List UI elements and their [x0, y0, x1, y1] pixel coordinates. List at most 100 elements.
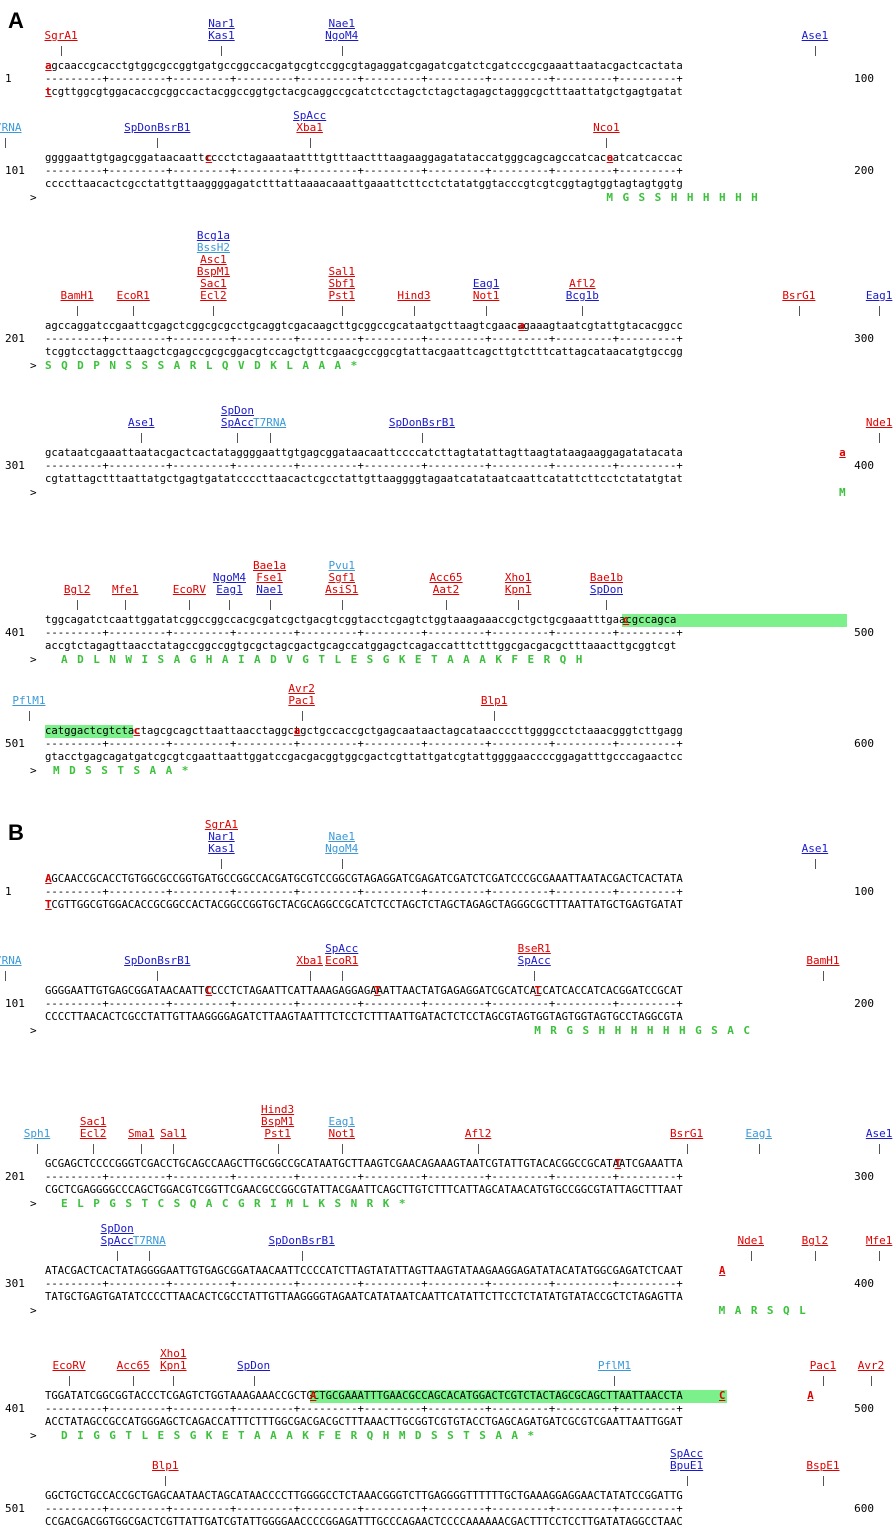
restriction-site-sph1[interactable]: Sph1 [23, 1127, 51, 1140]
restriction-site-ngom4[interactable]: NgoM4 [325, 29, 359, 42]
restriction-site-asis1[interactable]: AsiS1 [325, 583, 359, 596]
restriction-site-eag1[interactable]: Eag1 [328, 1115, 355, 1128]
restriction-site-spacc[interactable]: SpAcc [325, 942, 359, 955]
restriction-site-bae1b[interactable]: Bae1b [589, 571, 623, 584]
restriction-site-bgl2[interactable]: Bgl2 [63, 583, 91, 596]
restriction-site-afl2[interactable]: Afl2 [569, 277, 596, 290]
restriction-site-spdon[interactable]: SpDon [220, 404, 255, 417]
restriction-site-ecorv[interactable]: EcoRV [172, 583, 206, 596]
restriction-site-bamh1[interactable]: BamH1 [60, 289, 94, 302]
restriction-site-t7rna[interactable]: T7RNA [252, 416, 287, 429]
restriction-site-pflm1[interactable]: PflM1 [597, 1359, 631, 1372]
restriction-site-t7rna[interactable]: T7RNA [132, 1234, 166, 1247]
restriction-site-spacc[interactable]: SpAcc [100, 1234, 134, 1247]
restriction-site-kas1[interactable]: Kas1 [208, 842, 235, 855]
restriction-site-bamh1[interactable]: BamH1 [806, 954, 840, 967]
restriction-site-xho1[interactable]: Xho1 [504, 571, 532, 584]
restriction-site-nar1[interactable]: Nar1 [208, 830, 235, 843]
restriction-site-eag1[interactable]: Eag1 [745, 1127, 773, 1140]
restriction-site-sgra1[interactable]: SgrA1 [44, 29, 78, 42]
restriction-site-bspe1[interactable]: BspE1 [806, 1459, 840, 1472]
restriction-site-mfe1[interactable]: Mfe1 [111, 583, 139, 596]
restriction-site-hind3[interactable]: Hind3 [397, 289, 431, 302]
restriction-site-pflm1[interactable]: PflM1 [12, 694, 46, 707]
restriction-site-nco1[interactable]: Nco1 [593, 121, 620, 134]
restriction-site-spacc[interactable]: SpAcc [670, 1447, 704, 1460]
restriction-site-kas1[interactable]: Kas1 [208, 29, 235, 42]
restriction-site-eag1[interactable]: Eag1 [216, 583, 243, 596]
restriction-site-eag1[interactable]: Eag1 [472, 277, 500, 290]
restriction-site-avr2[interactable]: Avr2 [288, 682, 315, 695]
restriction-site-not1[interactable]: Not1 [328, 1127, 355, 1140]
restriction-site-bsrg1[interactable]: BsrG1 [782, 289, 816, 302]
restriction-site-ngom4[interactable]: NgoM4 [325, 842, 359, 855]
restriction-site-spdon[interactable]: SpDon [589, 583, 623, 596]
restriction-site-aat2[interactable]: Aat2 [432, 583, 460, 596]
restriction-site-nar1[interactable]: Nar1 [208, 17, 235, 30]
restriction-site-bspm1[interactable]: BspM1 [261, 1115, 295, 1128]
restriction-site-xho1[interactable]: Xho1 [160, 1347, 187, 1360]
restriction-site-ecor1[interactable]: EcoR1 [116, 289, 150, 302]
restriction-site-sbf1[interactable]: Sbf1 [328, 277, 355, 290]
restriction-site-nde1[interactable]: Nde1 [737, 1234, 765, 1247]
restriction-site-ecor1[interactable]: EcoR1 [325, 954, 359, 967]
restriction-site-ase1[interactable]: Ase1 [127, 416, 155, 429]
restriction-site-bcg1a[interactable]: Bcg1a [196, 229, 230, 242]
restriction-site-pac1[interactable]: Pac1 [288, 694, 315, 707]
restriction-site-spdonbsrb1[interactable]: SpDonBsrB1 [124, 121, 191, 134]
restriction-site-xba1[interactable]: Xba1 [296, 954, 323, 967]
restriction-site-sac1[interactable]: Sac1 [79, 1115, 107, 1128]
restriction-site-avr2[interactable]: Avr2 [857, 1359, 885, 1372]
restriction-site-nae1[interactable]: Nae1 [328, 830, 355, 843]
restriction-site-nae1[interactable]: Nae1 [328, 17, 355, 30]
restriction-site-ase1[interactable]: Ase1 [801, 29, 829, 42]
restriction-site-ase1[interactable]: Ase1 [801, 842, 829, 855]
restriction-site-acc65[interactable]: Acc65 [429, 571, 463, 584]
restriction-site-bsrg1[interactable]: BsrG1 [670, 1127, 704, 1140]
restriction-site-sgf1[interactable]: Sgf1 [328, 571, 355, 584]
restriction-site-bpue1[interactable]: BpuE1 [670, 1459, 704, 1472]
restriction-site-bser1[interactable]: BseR1 [517, 942, 551, 955]
restriction-site-bspm1[interactable]: BspM1 [196, 265, 230, 278]
restriction-site-sac1[interactable]: Sac1 [200, 277, 227, 290]
restriction-site-ase1[interactable]: Ase1 [865, 1127, 893, 1140]
restriction-site-t7rna[interactable]: T7RNA [0, 121, 22, 134]
restriction-site-bae1a[interactable]: Bae1a [252, 559, 287, 572]
restriction-site-mfe1[interactable]: Mfe1 [865, 1234, 893, 1247]
restriction-site-xba1[interactable]: Xba1 [296, 121, 323, 134]
restriction-site-acc65[interactable]: Acc65 [116, 1359, 150, 1372]
restriction-site-ecl2[interactable]: Ecl2 [200, 289, 227, 302]
restriction-site-spdonbsrb1[interactable]: SpDonBsrB1 [124, 954, 191, 967]
restriction-site-kpn1[interactable]: Kpn1 [504, 583, 532, 596]
restriction-site-blp1[interactable]: Blp1 [152, 1459, 179, 1472]
restriction-site-spdonbsrb1[interactable]: SpDonBsrB1 [268, 1234, 335, 1247]
restriction-site-pst1[interactable]: Pst1 [328, 289, 355, 302]
restriction-site-spacc[interactable]: SpAcc [293, 109, 327, 122]
restriction-site-asc1[interactable]: Asc1 [200, 253, 227, 266]
restriction-site-spdon[interactable]: SpDon [236, 1359, 271, 1372]
restriction-site-kpn1[interactable]: Kpn1 [160, 1359, 187, 1372]
restriction-site-afl2[interactable]: Afl2 [464, 1127, 492, 1140]
restriction-site-t7rna[interactable]: T7RNA [0, 954, 22, 967]
restriction-site-nae1[interactable]: Nae1 [256, 583, 283, 596]
restriction-site-eag1[interactable]: Eag1 [865, 289, 893, 302]
restriction-site-sma1[interactable]: Sma1 [127, 1127, 155, 1140]
restriction-site-nde1[interactable]: Nde1 [865, 416, 893, 429]
restriction-site-sal1[interactable]: Sal1 [160, 1127, 187, 1140]
restriction-site-pac1[interactable]: Pac1 [809, 1359, 837, 1372]
restriction-site-blp1[interactable]: Blp1 [480, 694, 508, 707]
restriction-site-sgra1[interactable]: SgrA1 [204, 818, 238, 831]
restriction-site-bssh2[interactable]: BssH2 [196, 241, 230, 254]
restriction-site-ecorv[interactable]: EcoRV [52, 1359, 86, 1372]
restriction-site-spdon[interactable]: SpDon [100, 1222, 134, 1235]
restriction-site-not1[interactable]: Not1 [472, 289, 500, 302]
restriction-site-pvu1[interactable]: Pvu1 [328, 559, 355, 572]
restriction-site-fse1[interactable]: Fse1 [256, 571, 283, 584]
restriction-site-ngom4[interactable]: NgoM4 [212, 571, 247, 584]
restriction-site-hind3[interactable]: Hind3 [261, 1103, 295, 1116]
restriction-site-spacc[interactable]: SpAcc [517, 954, 551, 967]
restriction-site-spdonbsrb1[interactable]: SpDonBsrB1 [388, 416, 456, 429]
restriction-site-spacc[interactable]: SpAcc [220, 416, 255, 429]
restriction-site-bcg1b[interactable]: Bcg1b [565, 289, 599, 302]
restriction-site-ecl2[interactable]: Ecl2 [79, 1127, 107, 1140]
